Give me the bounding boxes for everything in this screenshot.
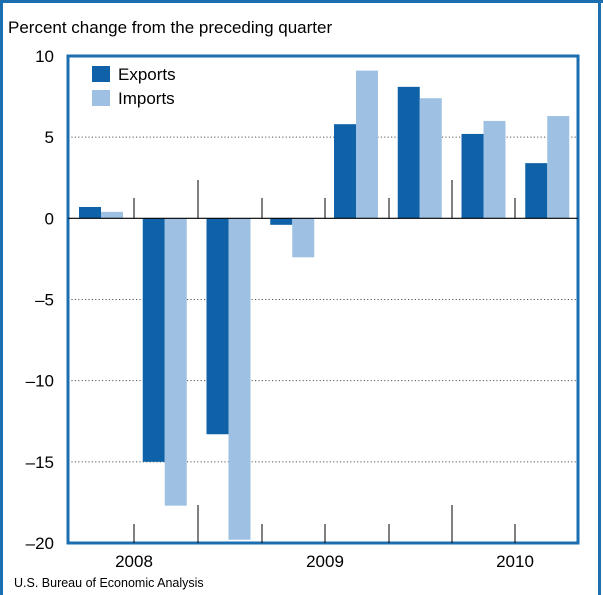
y-tick-label: –5	[35, 291, 54, 310]
x-group-label: 2009	[306, 552, 344, 571]
chart-subtitle: Percent change from the preceding quarte…	[8, 18, 333, 37]
frame-left-rule	[0, 0, 3, 595]
bar-imports	[483, 120, 506, 219]
bar-exports	[79, 206, 101, 219]
y-tick-label: –10	[26, 372, 54, 391]
legend-label-exports: Exports	[118, 65, 176, 84]
bar-exports	[461, 133, 484, 219]
frame-right-rule	[598, 0, 601, 595]
x-group-label: 2010	[496, 552, 534, 571]
y-tick-label: 5	[45, 128, 54, 147]
legend-swatch-exports	[92, 66, 110, 82]
bar-exports	[270, 218, 293, 225]
frame-corner-accent	[392, 0, 603, 3]
source-note: U.S. Bureau of Economic Analysis	[14, 576, 204, 590]
bar-imports	[419, 98, 442, 219]
bar-imports	[292, 218, 315, 258]
axis-layer: 10 5 0 –5 –10 –15 –20 2008 2009 2010	[26, 47, 580, 571]
bar-imports	[356, 70, 378, 219]
x-group-label: 2008	[115, 552, 153, 571]
y-tick-label: –15	[26, 453, 54, 472]
bar-imports	[164, 218, 187, 506]
y-tick-label: 10	[35, 47, 54, 66]
bar-layer	[79, 70, 570, 540]
plot-border	[66, 54, 580, 545]
y-tick-label: –20	[26, 534, 54, 553]
bar-imports	[547, 116, 570, 219]
bar-imports	[101, 211, 123, 219]
legend-layer: Exports Imports	[92, 65, 176, 108]
bar-imports	[228, 218, 251, 540]
bar-exports	[525, 163, 548, 219]
legend-label-imports: Imports	[118, 89, 175, 108]
bar-exports	[334, 124, 356, 219]
bar-exports	[206, 218, 229, 435]
y-tick-label: 0	[45, 209, 54, 228]
frame-top-rule	[0, 0, 603, 3]
legend-swatch-imports	[92, 90, 110, 106]
bar-exports	[397, 86, 420, 219]
bar-exports	[142, 218, 165, 462]
